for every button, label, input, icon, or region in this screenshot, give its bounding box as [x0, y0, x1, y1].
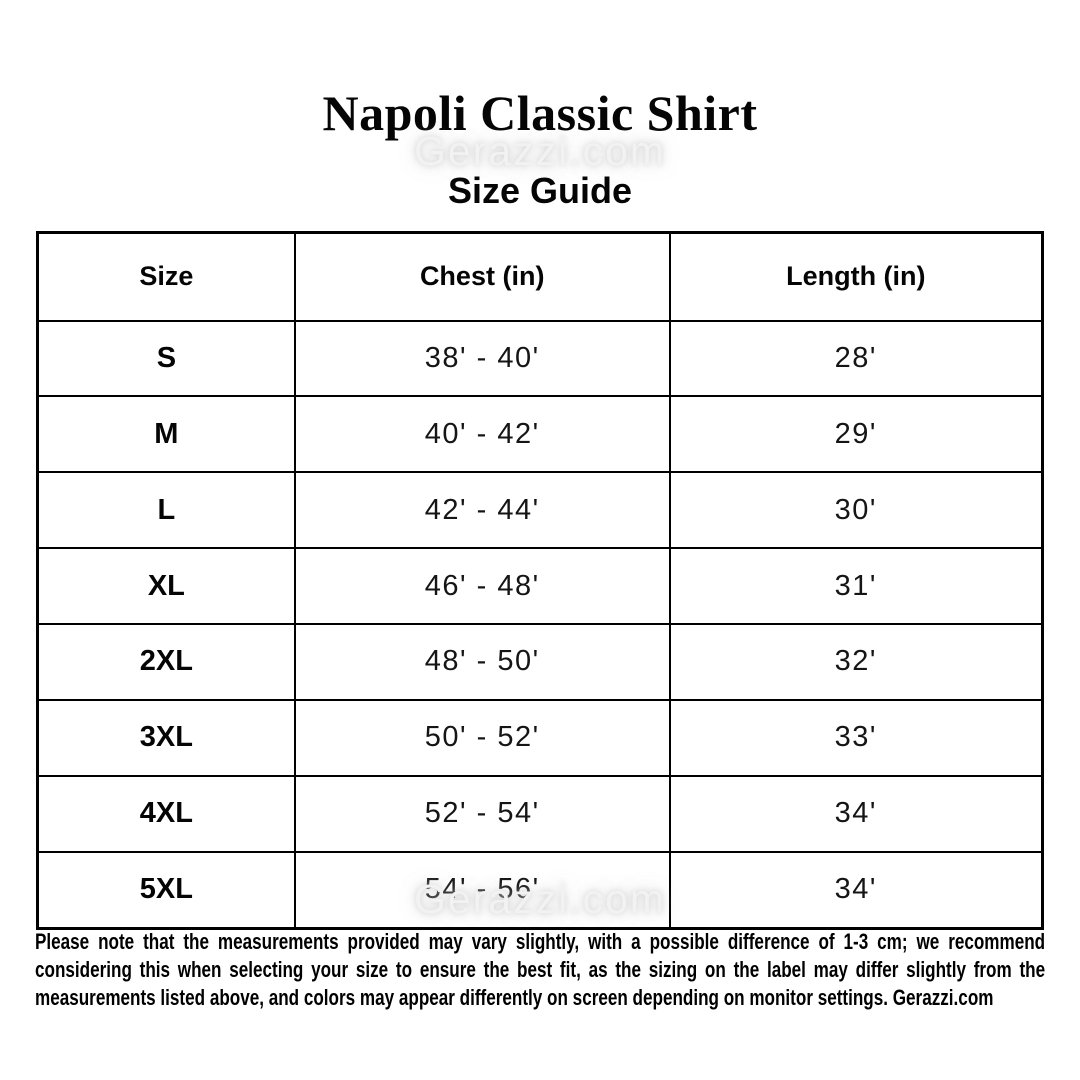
chest-cell: 52' - 54': [293, 774, 671, 853]
table-row: 4XL 52' - 54' 34': [36, 774, 1044, 853]
table-row: L 42' - 44' 30': [36, 471, 1044, 550]
size-cell: M: [36, 395, 296, 474]
size-guide-table: Size Chest (in) Length (in) S 38' - 40' 28…: [36, 231, 1044, 930]
table-row: 2XL 48' - 50' 32': [36, 622, 1044, 701]
page-subtitle: Size Guide: [447, 170, 633, 211]
size-cell: 2XL: [36, 622, 296, 701]
table-row: 3XL 50' - 52' 33': [36, 698, 1044, 777]
chest-cell: 42' - 44': [293, 471, 671, 550]
size-cell: S: [36, 319, 296, 398]
length-cell: 30': [668, 471, 1044, 550]
column-header-size: Size: [36, 231, 296, 322]
size-cell: 5XL: [36, 850, 296, 930]
length-cell: 32': [668, 622, 1044, 701]
page-title: Napoli Classic Shirt: [322, 85, 758, 141]
length-cell: 29': [668, 395, 1044, 474]
table-row: S 38' - 40' 28': [36, 319, 1044, 398]
size-cell: 4XL: [36, 774, 296, 853]
column-header-chest: Chest (in): [293, 231, 671, 322]
size-cell: XL: [36, 547, 296, 625]
size-cell: 3XL: [36, 698, 296, 777]
chest-cell: 40' - 42': [293, 395, 671, 474]
chest-cell: 46' - 48': [293, 547, 671, 625]
chest-cell: 50' - 52': [293, 698, 671, 777]
table-row: M 40' - 42' 29': [36, 395, 1044, 474]
footer-note: Please note that the measurements provid…: [35, 928, 1045, 1012]
size-cell: L: [36, 471, 296, 550]
length-cell: 31': [668, 547, 1044, 625]
length-cell: 33': [668, 698, 1044, 777]
size-table-body: S 38' - 40' 28' M 40' - 42' 29' L 42' - 44' 30' X…: [36, 319, 1044, 930]
chest-cell: 38' - 40': [293, 319, 671, 398]
length-cell: 34': [668, 774, 1044, 853]
footer-note-text: Please note that the measurements provid…: [35, 929, 1046, 1010]
column-header-length: Length (in): [668, 231, 1044, 322]
table-header-row: Size Chest (in) Length (in): [36, 231, 1044, 322]
chest-cell: 48' - 50': [293, 622, 671, 701]
length-cell: 34': [668, 850, 1044, 930]
table-row: XL 46' - 48' 31': [36, 547, 1044, 625]
length-cell: 28': [668, 319, 1044, 398]
table-row: 5XL 54' - 56' 34': [36, 850, 1044, 930]
chest-cell: 54' - 56': [293, 850, 671, 930]
